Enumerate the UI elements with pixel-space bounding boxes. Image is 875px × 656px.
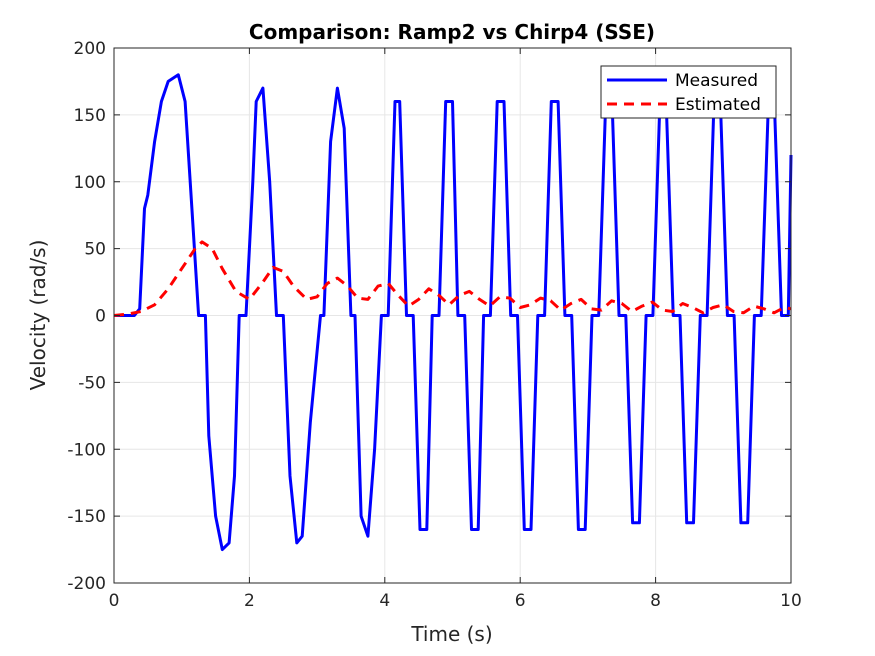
y-tick-label: -200 <box>67 574 106 594</box>
y-tick-label: 200 <box>74 39 106 59</box>
y-tick-label: -150 <box>67 507 106 527</box>
y-tick-label: 150 <box>74 106 106 126</box>
series-line-measured <box>114 73 793 552</box>
series-line-estimated <box>113 240 792 317</box>
x-tick-label: 8 <box>650 591 661 611</box>
x-tick-label: 2 <box>244 591 255 611</box>
x-tick-label: 6 <box>515 591 526 611</box>
legend-box <box>600 65 777 119</box>
chart-title: Comparison: Ramp2 vs Chirp4 (SSE) <box>249 20 655 44</box>
x-axis-label: Time (s) <box>410 622 492 646</box>
y-tick-label: -100 <box>67 440 106 460</box>
y-tick-label: -50 <box>78 373 106 393</box>
x-tick-label: 4 <box>379 591 390 611</box>
legend-label-estimated: Estimated <box>675 95 761 115</box>
plot-lines <box>113 73 793 552</box>
axis-ticks: 0 2 4 6 8 10 -200 -150 -100 -50 0 50 100 150 200 <box>67 39 801 611</box>
x-tick-label: 10 <box>780 591 802 611</box>
y-axis-label: Velocity (rad/s) <box>26 240 50 391</box>
y-tick-label: 50 <box>84 240 106 260</box>
legend: Measured Estimated <box>600 65 777 119</box>
y-tick-label: 100 <box>74 173 106 193</box>
x-tick-label: 0 <box>109 591 120 611</box>
y-tick-label: 0 <box>95 307 106 327</box>
legend-label-measured: Measured <box>675 71 758 91</box>
